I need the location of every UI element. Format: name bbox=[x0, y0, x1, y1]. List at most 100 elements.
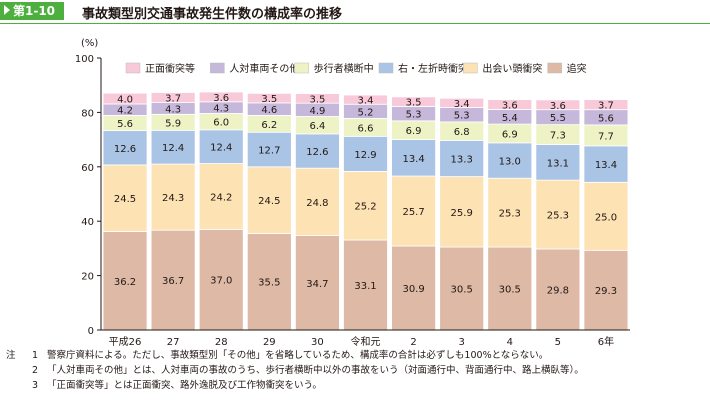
legend-label: 右・左折時衝突 bbox=[398, 62, 468, 75]
x-tick-label: 4 bbox=[507, 337, 513, 346]
bar-segment bbox=[150, 129, 196, 165]
legend-label: 歩行者横断中 bbox=[314, 62, 374, 75]
data-label: 12.4 bbox=[162, 143, 184, 154]
data-label: 7.7 bbox=[598, 131, 614, 142]
data-label: 25.7 bbox=[402, 207, 424, 218]
triangle-marker-icon bbox=[4, 5, 10, 15]
data-label: 25.3 bbox=[547, 211, 569, 222]
data-label: 4.0 bbox=[117, 95, 133, 106]
bar-segment bbox=[343, 94, 388, 105]
data-label: 3.7 bbox=[598, 101, 614, 112]
data-label: 24.5 bbox=[114, 194, 136, 205]
data-label: 24.3 bbox=[162, 193, 184, 204]
header-rule bbox=[0, 23, 710, 24]
legend-swatch bbox=[210, 62, 225, 74]
bar-segment bbox=[583, 145, 629, 183]
data-label: 25.3 bbox=[499, 209, 521, 220]
data-label: 4.3 bbox=[213, 104, 229, 115]
x-tick-label: 3 bbox=[458, 337, 464, 346]
y-tick-label: 0 bbox=[88, 326, 94, 337]
bar-segment bbox=[102, 130, 148, 166]
bar-segment bbox=[295, 93, 340, 104]
data-label: 5.9 bbox=[165, 118, 181, 129]
bar-segment bbox=[535, 179, 581, 250]
data-label: 3.4 bbox=[454, 99, 470, 110]
data-label: 5.3 bbox=[406, 110, 422, 121]
y-tick-label: 40 bbox=[81, 217, 94, 228]
legend-label: 出会い頭衝突 bbox=[482, 62, 542, 75]
bar-segment bbox=[102, 231, 148, 331]
legend-label: 人対車両その他 bbox=[229, 62, 299, 75]
bar-segment bbox=[150, 92, 196, 104]
note-number: 1 bbox=[32, 350, 39, 361]
data-label: 4.9 bbox=[309, 106, 325, 117]
data-label: 13.1 bbox=[547, 158, 569, 169]
note-text: 「正面衝突等」とは正面衝突、路外逸脱及び工作物衝突をいう。 bbox=[47, 380, 322, 391]
data-label: 4.2 bbox=[117, 106, 133, 117]
bar-segment bbox=[198, 163, 244, 230]
y-tick-label: 100 bbox=[75, 54, 94, 65]
data-label: 5.6 bbox=[598, 113, 614, 124]
data-label: 35.5 bbox=[258, 278, 280, 289]
note-text: 警察庁資料による。ただし、事故類型別「その他」を省略しているため、構成率の合計は… bbox=[47, 350, 549, 361]
bar-segment bbox=[439, 176, 485, 248]
x-tick-label: 2 bbox=[410, 337, 416, 346]
y-tick-label: 60 bbox=[81, 163, 94, 174]
bar-segment bbox=[246, 166, 292, 234]
note-3: 3 「正面衝突等」とは正面衝突、路外逸脱及び工作物衝突をいう。 bbox=[0, 378, 710, 393]
legend-swatch bbox=[463, 62, 478, 74]
bar-segment bbox=[391, 245, 436, 331]
bar-segment bbox=[198, 129, 244, 164]
note-text: 「人対車両その他」とは、人対車両の事故のうち、歩行者横断中以外の事故をいう（対面… bbox=[47, 365, 584, 376]
data-label: 37.0 bbox=[210, 276, 232, 287]
x-tick-label: 令和元 bbox=[351, 335, 381, 346]
y-axis-unit-label: (%) bbox=[81, 38, 98, 49]
data-label: 5.6 bbox=[117, 119, 133, 130]
data-label: 3.5 bbox=[309, 94, 325, 105]
data-label: 4.6 bbox=[261, 105, 277, 116]
data-label: 6.2 bbox=[261, 120, 277, 131]
bar-segment bbox=[295, 235, 340, 331]
data-label: 3.6 bbox=[213, 93, 229, 104]
figure-number: 第1-10図 bbox=[4, 4, 56, 36]
bar-segment bbox=[535, 144, 581, 181]
data-label: 24.8 bbox=[306, 198, 328, 209]
data-label: 24.5 bbox=[258, 196, 280, 207]
bar-segment bbox=[102, 164, 148, 232]
notes: 注 1 警察庁資料による。ただし、事故類型別「その他」を省略しているため、構成率… bbox=[0, 348, 710, 393]
data-label: 6.6 bbox=[358, 123, 374, 134]
data-label: 3.5 bbox=[406, 98, 422, 109]
bar-segment bbox=[150, 163, 196, 231]
data-label: 3.6 bbox=[550, 101, 566, 112]
data-label: 12.6 bbox=[306, 147, 328, 158]
data-label: 3.5 bbox=[261, 94, 277, 105]
data-label: 3.6 bbox=[502, 101, 518, 112]
legend-swatch bbox=[125, 62, 141, 74]
note-2: 2 「人対車両その他」とは、人対車両の事故のうち、歩行者横断中以外の事故をいう（… bbox=[0, 363, 710, 378]
legend-label: 正面衝突等 bbox=[145, 62, 195, 75]
x-tick-label: 5 bbox=[555, 337, 561, 346]
figure-header: 第1-10図 事故類型別交通事故発生件数の構成率の推移 bbox=[0, 0, 710, 36]
bar-segment bbox=[246, 233, 292, 331]
legend-label: 追突 bbox=[567, 62, 587, 75]
x-tick-label: 平成26 bbox=[109, 336, 142, 346]
data-label: 5.4 bbox=[502, 113, 518, 124]
notes-label: 注 bbox=[6, 350, 16, 361]
stacked-bar-chart: 36.224.512.65.64.24.0平成2636.724.312.45.9… bbox=[75, 38, 630, 346]
bar-segment bbox=[391, 139, 436, 177]
data-label: 36.2 bbox=[114, 277, 136, 288]
bar-segment bbox=[583, 249, 629, 331]
legend-swatch bbox=[547, 62, 562, 74]
y-tick-label: 80 bbox=[81, 108, 94, 119]
data-label: 6.9 bbox=[502, 129, 518, 140]
figure-number-badge: 第1-10図 bbox=[0, 2, 64, 36]
data-label: 3.7 bbox=[165, 94, 181, 105]
data-label: 33.1 bbox=[354, 281, 376, 292]
data-label: 30.5 bbox=[499, 285, 521, 296]
bar-segment bbox=[343, 239, 388, 331]
data-label: 25.2 bbox=[354, 202, 376, 213]
bar-segment bbox=[343, 135, 388, 172]
x-tick-label: 28 bbox=[215, 337, 228, 346]
x-tick-label: 29 bbox=[263, 337, 276, 346]
bar-segment bbox=[295, 133, 340, 169]
